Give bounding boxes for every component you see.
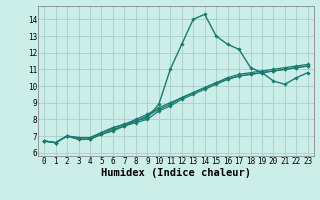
X-axis label: Humidex (Indice chaleur): Humidex (Indice chaleur) [101, 168, 251, 178]
